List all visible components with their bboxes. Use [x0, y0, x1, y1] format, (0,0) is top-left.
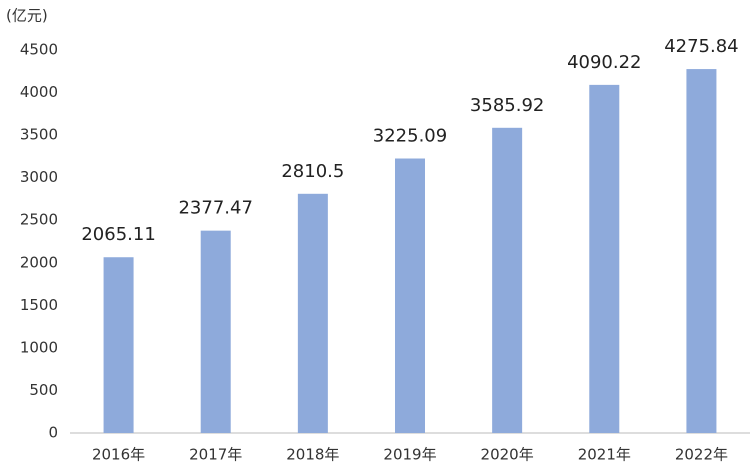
- value-label: 2065.11: [81, 224, 155, 245]
- bar: [589, 84, 620, 433]
- value-label: 2810.5: [281, 161, 344, 182]
- bar: [200, 230, 231, 433]
- y-tick-label: 2000: [20, 253, 58, 271]
- y-tick-label: 3000: [20, 168, 58, 186]
- bar: [492, 127, 523, 433]
- value-label: 4275.84: [664, 36, 738, 57]
- y-tick-label: 0: [48, 424, 58, 442]
- x-tick-label: 2019年: [383, 446, 436, 464]
- x-tick-label: 2017年: [189, 446, 242, 464]
- x-tick-label: 2020年: [481, 446, 534, 464]
- value-label: 4090.22: [567, 52, 641, 73]
- unit-label: (亿元): [6, 7, 48, 25]
- bar: [103, 257, 134, 433]
- x-tick-label: 2018年: [286, 446, 339, 464]
- y-tick-label: 500: [29, 381, 58, 399]
- y-tick-label: 3500: [20, 126, 58, 144]
- y-tick-label: 4000: [20, 83, 58, 101]
- bar: [686, 69, 717, 434]
- value-label: 3225.09: [373, 126, 447, 147]
- y-tick-label: 2500: [20, 211, 58, 229]
- value-label: 3585.92: [470, 95, 544, 116]
- x-tick-label: 2021年: [578, 446, 631, 464]
- x-tick-label: 2022年: [675, 446, 728, 464]
- x-tick-label: 2016年: [92, 446, 145, 464]
- bar: [297, 193, 328, 433]
- value-label: 2377.47: [178, 198, 252, 219]
- y-tick-label: 1500: [20, 296, 58, 314]
- bar: [395, 158, 425, 433]
- y-tick-label: 4500: [20, 41, 58, 59]
- y-tick-label: 1000: [20, 338, 58, 356]
